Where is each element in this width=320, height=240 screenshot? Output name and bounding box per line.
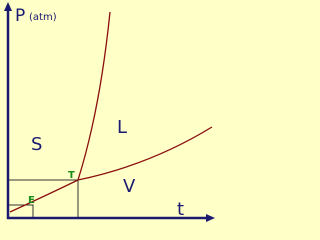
x-axis-arrow [206, 214, 215, 222]
solid-region: S [31, 134, 42, 155]
x-axis-label: t [177, 199, 184, 220]
y-axis-label: P [15, 6, 25, 26]
sublimation-curve [9, 179, 79, 213]
vapor-region: V [123, 176, 136, 197]
fusion-curve [77, 11, 111, 181]
point-e-guides [8, 204, 34, 218]
y-axis-arrow [4, 2, 12, 11]
point-e-label: E [28, 195, 35, 206]
y-axis-unit: (atm) [29, 12, 57, 23]
background [0, 0, 218, 228]
phase-diagram: P (atm) t S L V T E [0, 0, 218, 228]
vaporization-curve [77, 126, 213, 181]
triple-point-label: T [68, 170, 75, 181]
liquid-region: L [117, 117, 127, 138]
